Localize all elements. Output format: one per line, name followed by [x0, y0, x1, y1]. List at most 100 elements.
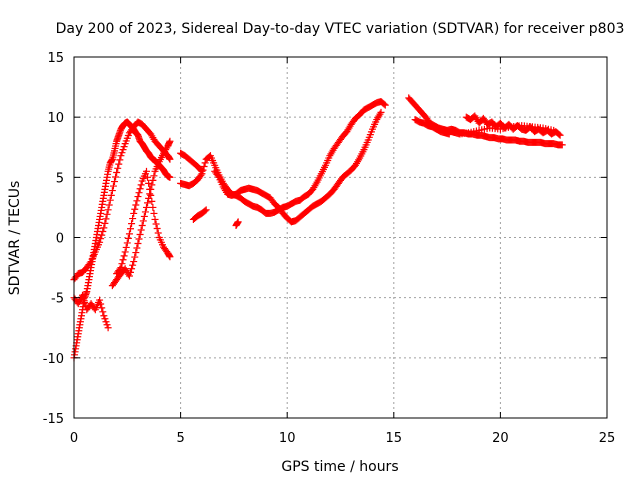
data-point [126, 268, 134, 276]
data-point [133, 197, 141, 205]
data-point [202, 206, 210, 214]
x-tick-label: 20 [492, 431, 509, 446]
data-point [79, 291, 87, 299]
data-point [120, 252, 128, 260]
data-point [101, 315, 109, 323]
data-point [125, 230, 133, 238]
data-point [150, 209, 158, 217]
data-point [99, 227, 107, 235]
data-point [137, 181, 145, 189]
data-point [149, 203, 157, 211]
data-point [150, 172, 158, 180]
data-point [102, 215, 110, 223]
x-tick-label: 0 [70, 431, 78, 446]
data-point [97, 300, 105, 308]
data-point [104, 206, 112, 214]
data-point [122, 243, 130, 251]
ticks: 0 5 10 15 20 25 -15 -10 -5 0 5 10 15 [43, 51, 616, 446]
data-point [377, 108, 385, 116]
data-point [131, 253, 139, 261]
grid [74, 57, 607, 418]
data-point [97, 235, 105, 243]
data-point [146, 185, 154, 193]
data-point [136, 230, 144, 238]
data-point [197, 166, 205, 174]
data-point [134, 193, 142, 201]
data-point [114, 164, 122, 172]
data-point [381, 101, 389, 109]
data-point [128, 265, 136, 273]
data-point [86, 259, 94, 267]
data-point [214, 172, 222, 180]
series-track-a [70, 118, 174, 362]
data-point [145, 179, 153, 187]
series-track-n [422, 119, 558, 138]
data-point [147, 191, 155, 199]
data-point [118, 149, 126, 157]
data-point [126, 225, 134, 233]
chart-title: Day 200 of 2023, Sidereal Day-to-day VTE… [56, 21, 625, 37]
data-point [142, 167, 150, 175]
data-point [129, 215, 137, 223]
data-point [99, 308, 107, 316]
data-point [116, 156, 124, 164]
data-point [133, 244, 141, 252]
x-tick-label: 10 [279, 431, 296, 446]
data-point [166, 137, 174, 145]
data-point [125, 272, 133, 280]
data-point [123, 239, 131, 247]
data-point [98, 231, 106, 239]
y-tick-label: -15 [43, 412, 64, 427]
series-track-c [70, 291, 112, 332]
data-point [116, 265, 124, 273]
data-point [135, 189, 143, 197]
data-point [136, 185, 144, 193]
series-track-j [232, 218, 242, 229]
data-point [119, 256, 127, 264]
data-point [154, 229, 162, 237]
data-point [144, 173, 152, 181]
data-point [107, 191, 115, 199]
series-track-e [113, 167, 174, 278]
data-point [112, 173, 120, 181]
data-point [96, 296, 104, 304]
data-point [144, 199, 152, 207]
data-point [137, 226, 145, 234]
data-point [119, 146, 127, 154]
x-tick-label: 25 [599, 431, 616, 446]
data-point [115, 160, 123, 168]
data-point [142, 203, 150, 211]
data-point [131, 205, 139, 213]
data-point [148, 197, 156, 205]
data-point [109, 182, 117, 190]
data-point [129, 261, 137, 269]
data-point [138, 221, 146, 229]
data-point [103, 321, 111, 329]
data-point [108, 187, 116, 195]
series-track-i [211, 108, 385, 226]
y-tick-label: 5 [56, 171, 64, 186]
data-point [148, 181, 156, 189]
data-point [130, 258, 138, 266]
data-point [105, 201, 113, 209]
data-point [104, 324, 112, 332]
data-point [558, 141, 566, 149]
data-point [101, 219, 109, 227]
data-point [103, 210, 111, 218]
data-point [555, 130, 563, 138]
data-point [96, 238, 104, 246]
data-point [550, 126, 558, 134]
data-point [556, 131, 564, 139]
data-point [151, 215, 159, 223]
data-point [201, 159, 209, 167]
data-point [132, 201, 140, 209]
data-point [100, 312, 108, 320]
data-point [198, 167, 206, 175]
data-point [128, 220, 136, 228]
x-axis-label: GPS time / hours [281, 459, 398, 475]
data-point [152, 220, 160, 228]
data-point [166, 173, 174, 181]
data-point [141, 208, 149, 216]
data-point [98, 304, 106, 312]
